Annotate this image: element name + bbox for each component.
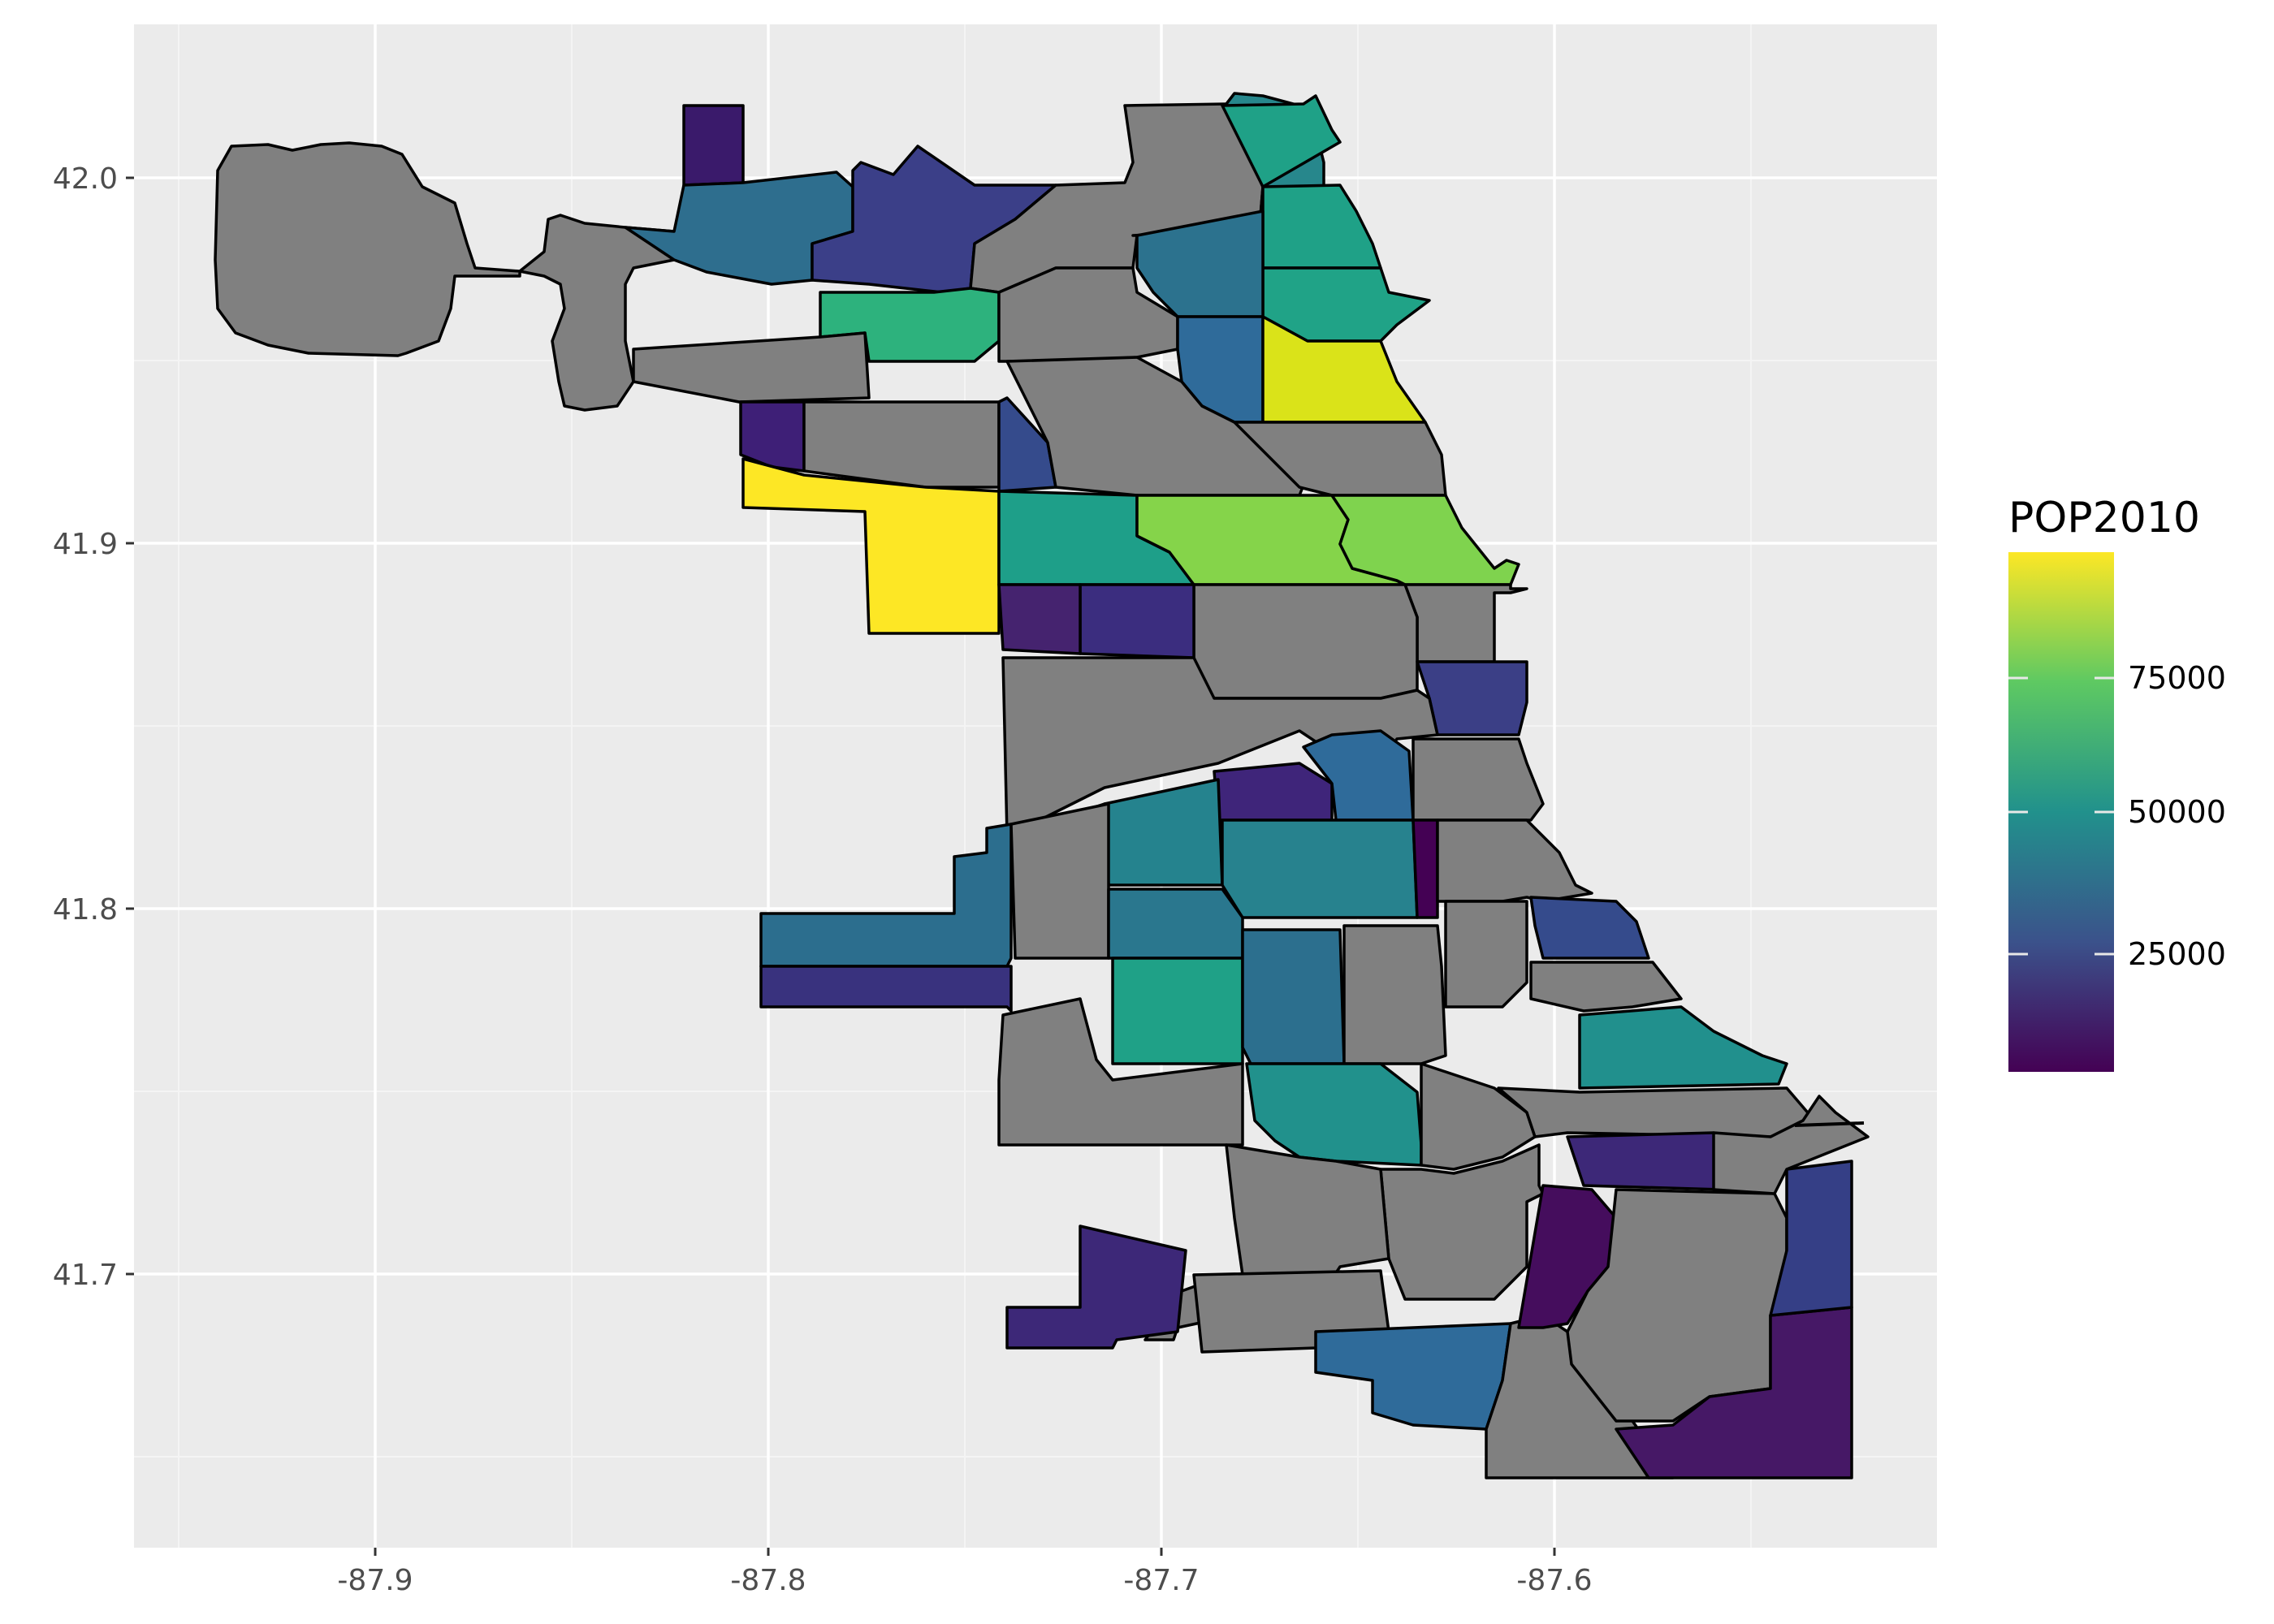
y-tick-label: 41.9 bbox=[53, 528, 118, 561]
region-douglas bbox=[1412, 737, 1545, 822]
region-near-west bbox=[1001, 656, 1439, 838]
region-new-city bbox=[1221, 818, 1419, 919]
x-tick-label: -87.6 bbox=[1516, 1564, 1592, 1597]
region-south-shore bbox=[1578, 1005, 1788, 1090]
legend-break-label: 25000 bbox=[2128, 936, 2226, 972]
region-east-side bbox=[1769, 1160, 1853, 1317]
region-dunning bbox=[632, 331, 871, 404]
region-belmont-cragin bbox=[802, 400, 1001, 489]
y-tick-label: 41.8 bbox=[53, 893, 118, 926]
region-hegewisch bbox=[1615, 1306, 1853, 1479]
region-armour-square bbox=[1302, 729, 1415, 822]
region-englewood bbox=[1342, 924, 1447, 1065]
map-regions bbox=[214, 92, 1870, 1479]
region-west-town bbox=[1192, 583, 1419, 700]
region-austin bbox=[741, 457, 1001, 635]
region-west-englewood bbox=[1241, 928, 1346, 1065]
region-fuller-park bbox=[1412, 818, 1439, 919]
region-west-garfield bbox=[997, 583, 1082, 655]
x-tick-label: -87.7 bbox=[1123, 1564, 1199, 1597]
region-west-lawn bbox=[1009, 802, 1110, 960]
region-washington-park bbox=[1444, 900, 1528, 1009]
y-tick-label: 42.0 bbox=[53, 162, 118, 196]
x-tick-label: -87.9 bbox=[337, 1564, 413, 1597]
region-south-chicago bbox=[1712, 1095, 1870, 1195]
legend-break-label: 50000 bbox=[2128, 794, 2226, 830]
legend-break-label: 75000 bbox=[2128, 660, 2226, 696]
region-east-garfield bbox=[1079, 583, 1195, 659]
region-chicago-lawn bbox=[1111, 957, 1244, 1065]
region-garfield-ridge bbox=[759, 823, 1013, 968]
x-tick-label: -87.8 bbox=[730, 1564, 806, 1597]
region-woodlawn bbox=[1529, 961, 1683, 1013]
axis-ticks bbox=[126, 176, 1556, 1556]
legend-ticks bbox=[2008, 676, 2114, 956]
lake-calumet-line bbox=[1794, 1121, 1865, 1127]
y-tick-label: 41.7 bbox=[53, 1259, 118, 1292]
region-edison-park bbox=[682, 104, 745, 187]
region-hyde-park bbox=[1529, 896, 1650, 960]
region-ashburn bbox=[997, 997, 1244, 1147]
region-gage-park bbox=[1107, 888, 1244, 960]
region-clearing bbox=[759, 965, 1013, 1013]
region-chatham bbox=[1420, 1062, 1537, 1171]
region-montclare bbox=[739, 400, 806, 473]
legend-title: POP2010 bbox=[2008, 494, 2200, 542]
region-northwest bbox=[518, 214, 676, 412]
region-bridgeport bbox=[1213, 762, 1334, 822]
legend: POP2010 25000 50000 75000 bbox=[2008, 494, 2226, 1072]
region-avalon-park bbox=[1497, 1086, 1813, 1142]
region-auburn-gresham bbox=[1245, 1062, 1423, 1167]
region-mount-greenwood bbox=[1005, 1224, 1187, 1350]
